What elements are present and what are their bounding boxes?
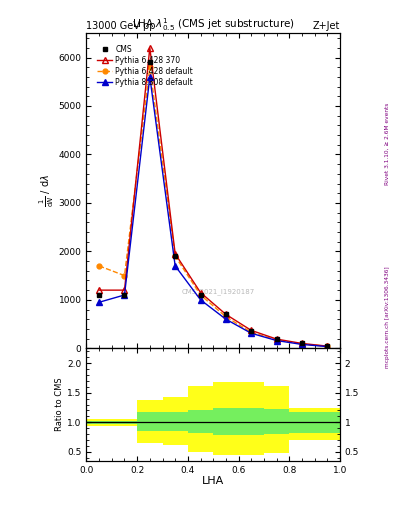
Text: Rivet 3.1.10, ≥ 2.6M events: Rivet 3.1.10, ≥ 2.6M events	[385, 102, 389, 184]
Line: CMS: CMS	[97, 60, 330, 348]
Pythia 8.308 default	[325, 344, 330, 350]
Pythia 6.428 370	[224, 311, 228, 317]
CMS	[147, 59, 152, 66]
Pythia 8.308 default	[97, 299, 101, 305]
Pythia 6.428 default	[274, 337, 279, 343]
Pythia 6.428 370	[198, 289, 203, 295]
Pythia 6.428 default	[122, 272, 127, 279]
CMS	[198, 292, 203, 298]
Text: 13000 GeV pp: 13000 GeV pp	[86, 20, 156, 31]
Y-axis label: Ratio to CMS: Ratio to CMS	[55, 378, 64, 431]
CMS	[249, 328, 253, 334]
Line: Pythia 6.428 370: Pythia 6.428 370	[96, 45, 331, 349]
Pythia 6.428 default	[97, 263, 101, 269]
Pythia 8.308 default	[147, 74, 152, 80]
Pythia 6.428 370	[299, 340, 304, 347]
Pythia 6.428 370	[97, 287, 101, 293]
CMS	[299, 340, 304, 347]
Pythia 8.308 default	[299, 342, 304, 348]
Pythia 8.308 default	[274, 337, 279, 344]
Pythia 6.428 default	[173, 253, 178, 259]
Pythia 8.308 default	[122, 292, 127, 298]
CMS	[122, 292, 127, 298]
Pythia 6.428 default	[147, 64, 152, 70]
Pythia 6.428 370	[325, 343, 330, 349]
Line: Pythia 8.308 default: Pythia 8.308 default	[96, 74, 331, 350]
Pythia 6.428 default	[249, 329, 253, 335]
Text: mcplots.cern.ch [arXiv:1306.3436]: mcplots.cern.ch [arXiv:1306.3436]	[385, 267, 389, 368]
CMS	[224, 311, 228, 317]
Pythia 6.428 default	[299, 341, 304, 347]
CMS	[97, 292, 101, 298]
Pythia 8.308 default	[173, 263, 178, 269]
Pythia 6.428 default	[325, 343, 330, 349]
CMS	[173, 253, 178, 259]
Pythia 6.428 370	[249, 327, 253, 333]
Title: LHA $\lambda^{1}_{0.5}$ (CMS jet substructure): LHA $\lambda^{1}_{0.5}$ (CMS jet substru…	[132, 16, 295, 33]
Pythia 6.428 default	[224, 314, 228, 320]
Y-axis label: $\frac{1}{\mathrm{d}N}\ /\ \mathrm{d}\lambda$: $\frac{1}{\mathrm{d}N}\ /\ \mathrm{d}\la…	[38, 174, 56, 207]
Text: Z+Jet: Z+Jet	[312, 20, 340, 31]
Pythia 6.428 370	[274, 336, 279, 342]
Pythia 8.308 default	[224, 316, 228, 322]
Line: Pythia 6.428 default: Pythia 6.428 default	[97, 65, 330, 349]
CMS	[325, 343, 330, 349]
Pythia 8.308 default	[198, 297, 203, 303]
Pythia 6.428 370	[173, 251, 178, 257]
Legend: CMS, Pythia 6.428 370, Pythia 6.428 default, Pythia 8.308 default: CMS, Pythia 6.428 370, Pythia 6.428 defa…	[95, 44, 195, 88]
Pythia 6.428 default	[198, 292, 203, 298]
CMS	[274, 335, 279, 342]
Text: CMS_2021_I1920187: CMS_2021_I1920187	[182, 288, 255, 295]
Pythia 8.308 default	[249, 330, 253, 336]
Pythia 6.428 370	[122, 287, 127, 293]
Pythia 6.428 370	[147, 45, 152, 51]
X-axis label: LHA: LHA	[202, 476, 224, 486]
